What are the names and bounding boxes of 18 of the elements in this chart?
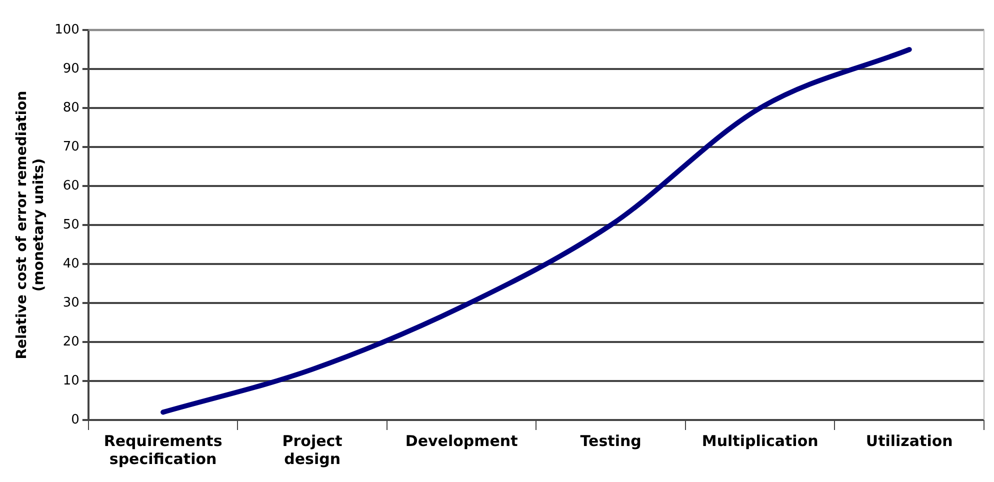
y-tick-label: 50 — [62, 217, 80, 232]
y-tick-label: 10 — [62, 373, 80, 388]
y-tick-label: 30 — [62, 295, 80, 310]
x-tick-label: Requirements specification — [104, 432, 222, 468]
y-axis-title: Relative cost of error remediation (monetary units) — [14, 90, 47, 360]
y-tick-label: 90 — [62, 61, 80, 76]
y-tick-label: 70 — [62, 139, 80, 154]
x-tick-label: Testing — [580, 432, 642, 450]
y-tick-label: 80 — [62, 100, 80, 116]
x-tick-label: Development — [405, 432, 518, 450]
x-tick-label: Project design — [282, 432, 342, 468]
y-tick-label: 0 — [71, 412, 80, 428]
x-tick-label: Multiplication — [702, 432, 818, 450]
y-tick-label: 40 — [62, 256, 80, 272]
y-tick-label: 60 — [62, 178, 80, 194]
x-tick-label: Utilization — [866, 432, 953, 450]
y-tick-label: 100 — [54, 22, 80, 38]
y-tick-label: 20 — [62, 334, 80, 350]
